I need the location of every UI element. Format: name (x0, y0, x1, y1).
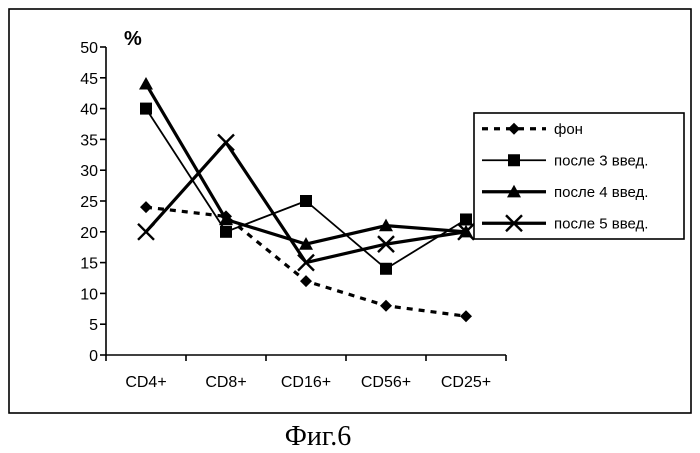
legend-label: после 4 введ. (554, 184, 648, 201)
x-tick-label: CD56+ (361, 374, 411, 391)
data-point (380, 300, 392, 312)
data-point (139, 77, 153, 90)
series-3 (139, 77, 473, 250)
y-tick-label: 35 (80, 132, 98, 149)
data-point (300, 275, 312, 287)
data-point (138, 224, 154, 240)
y-tick-label: 45 (80, 71, 98, 88)
y-tick-label: 20 (80, 225, 98, 242)
figure-caption: Фиг.6 (285, 421, 351, 452)
y-tick-label: 15 (80, 256, 98, 273)
data-point (460, 310, 472, 322)
y-tick-label: 50 (80, 40, 98, 57)
data-point (220, 226, 232, 238)
x-tick-label: CD8+ (205, 374, 246, 391)
legend: фон после 3 введ. после 4 введ. после 5 вве… (474, 113, 684, 239)
y-tick-label: 0 (89, 348, 98, 365)
data-point (140, 103, 152, 115)
x-tick-label: CD4+ (125, 374, 166, 391)
legend-label: после 3 введ. (554, 152, 648, 169)
y-tick-label: 40 (80, 102, 98, 119)
x-tick-label: CD16+ (281, 374, 331, 391)
y-tick-label: 30 (80, 163, 98, 180)
data-point (140, 201, 152, 213)
y-unit-label: % (124, 28, 142, 50)
data-point (460, 213, 472, 225)
y-tick-label: 10 (80, 286, 98, 303)
legend-label: после 5 введ. (554, 215, 648, 232)
data-point (300, 195, 312, 207)
data-point (380, 263, 392, 275)
data-point (218, 134, 234, 150)
y-tick-label: 25 (80, 194, 98, 211)
y-tick-label: 5 (89, 317, 98, 334)
legend-marker (508, 154, 520, 166)
legend-item: после 5 введ. (482, 215, 648, 232)
series-line (146, 84, 466, 244)
legend-label: фон (554, 121, 583, 138)
x-tick-label: CD25+ (441, 374, 491, 391)
plot-area: 0 5 10 15 20 25 30 35 40 45 50 CD4+ CD8+ CD16+ CD56+ CD… (80, 28, 506, 391)
